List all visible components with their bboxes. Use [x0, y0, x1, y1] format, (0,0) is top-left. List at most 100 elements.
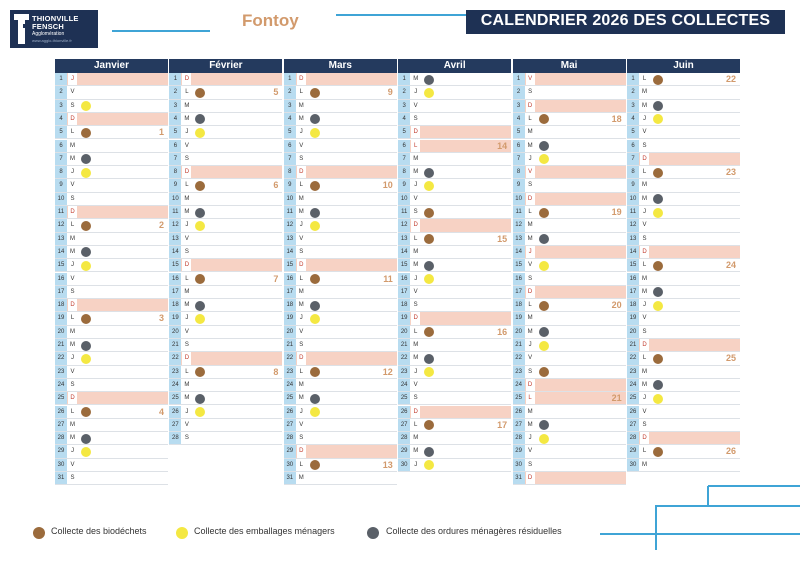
day-letter: M	[411, 339, 421, 352]
week-number: 5	[273, 87, 279, 98]
biodechets-dot-icon	[653, 74, 663, 85]
day-row: 29 M	[398, 445, 512, 459]
day-number: 26	[512, 405, 525, 418]
month-header: Février	[169, 59, 283, 73]
day-letter: D	[640, 152, 649, 166]
day-number: 16	[169, 272, 182, 285]
day-letter: V	[525, 73, 535, 86]
day-row: 25 D	[55, 392, 168, 406]
day-row: 21 J	[512, 339, 626, 353]
day-row: 12 M	[512, 219, 626, 233]
day-row: 20 S	[627, 325, 740, 339]
day-number: 22	[55, 352, 67, 365]
day-number: 21	[627, 339, 639, 352]
logo-line3: Agglomération	[32, 31, 65, 37]
day-number: 28	[55, 432, 67, 445]
emballages-dot-icon	[653, 393, 663, 404]
day-number: 29	[512, 445, 525, 458]
day-letter: M	[525, 139, 535, 152]
day-number: 30	[55, 458, 67, 471]
emballages-dot-icon	[195, 313, 206, 324]
day-row: 25 L 21	[512, 392, 626, 406]
day-row: 13 M	[512, 232, 626, 246]
day-letter: J	[525, 152, 535, 166]
emballages-dot-icon	[309, 313, 320, 324]
day-row: 16 S	[512, 272, 626, 286]
month-column: Février 1 D 2 L 5 3 M 4 M 5 J 6 V 7 S 8 D 9 L 6 10 M 11 M 12 J 13 V 1…	[169, 59, 283, 446]
day-row: 25 J	[627, 392, 740, 406]
day-number: 23	[55, 365, 67, 378]
day-letter: M	[525, 219, 535, 232]
day-number: 9	[169, 179, 182, 192]
day-number: 8	[283, 166, 296, 179]
day-letter: D	[68, 392, 77, 405]
day-letter: M	[296, 112, 306, 126]
day-number: 30	[398, 458, 411, 471]
day-number: 2	[512, 86, 525, 99]
day-number: 10	[627, 192, 639, 205]
day-row: 14 M	[55, 245, 168, 260]
day-letter: V	[640, 405, 649, 418]
day-row: 12 D	[398, 219, 512, 233]
week-number: 16	[497, 326, 508, 337]
ordures-dot-icon	[538, 327, 549, 338]
day-letter: J	[296, 219, 306, 232]
day-letter: S	[411, 206, 421, 219]
day-letter: S	[296, 432, 306, 445]
day-letter: M	[640, 179, 649, 192]
day-letter: J	[525, 339, 535, 352]
day-letter: L	[296, 272, 306, 285]
day-letter: J	[640, 299, 649, 312]
day-letter: J	[68, 352, 77, 365]
day-number: 25	[283, 392, 296, 405]
ordures-dot-icon	[424, 446, 435, 457]
day-letter: M	[182, 99, 192, 112]
day-number: 15	[283, 259, 296, 272]
day-number: 8	[398, 166, 411, 179]
day-number: 21	[283, 339, 296, 352]
day-number: 2	[398, 86, 411, 99]
day-letter: M	[640, 192, 649, 205]
day-row: 21 M	[55, 339, 168, 353]
logo-f-icon	[14, 14, 31, 44]
day-row: 26 J	[169, 405, 283, 419]
emballages-dot-icon	[81, 167, 91, 178]
day-letter: L	[68, 405, 77, 418]
day-number: 29	[55, 445, 67, 458]
day-letter: M	[182, 192, 192, 205]
day-number: 6	[398, 139, 411, 152]
day-row: 29 L 26	[627, 445, 740, 459]
day-number: 11	[512, 206, 525, 219]
day-letter: J	[182, 405, 192, 418]
day-row: 23 S	[512, 365, 626, 379]
day-number: 23	[627, 365, 639, 378]
week-number: 18	[611, 113, 622, 124]
day-letter: V	[525, 259, 535, 272]
day-row: 22 J	[55, 352, 168, 366]
day-row: 12 V	[627, 219, 740, 233]
decorative-line	[112, 30, 210, 32]
biodechets-dot-icon	[424, 420, 435, 431]
day-letter: L	[296, 86, 306, 99]
day-letter: S	[411, 299, 421, 312]
ordures-dot-icon	[653, 101, 663, 112]
day-letter: J	[411, 179, 421, 192]
month-header: Juin	[627, 59, 740, 73]
day-number: 12	[398, 219, 411, 232]
ordures-dot-icon	[538, 234, 549, 245]
biodechets-dot-icon	[653, 446, 663, 457]
day-letter: S	[411, 112, 421, 126]
day-row: 19 V	[627, 312, 740, 326]
emballages-dot-icon	[81, 101, 91, 112]
day-row: 16 J	[398, 272, 512, 286]
day-row: 12 J	[169, 219, 283, 233]
day-number: 15	[398, 259, 411, 272]
day-number: 12	[512, 219, 525, 232]
biodechets-dot-icon	[309, 274, 320, 285]
biodechets-dot-icon	[309, 87, 320, 98]
day-number: 6	[627, 139, 639, 152]
